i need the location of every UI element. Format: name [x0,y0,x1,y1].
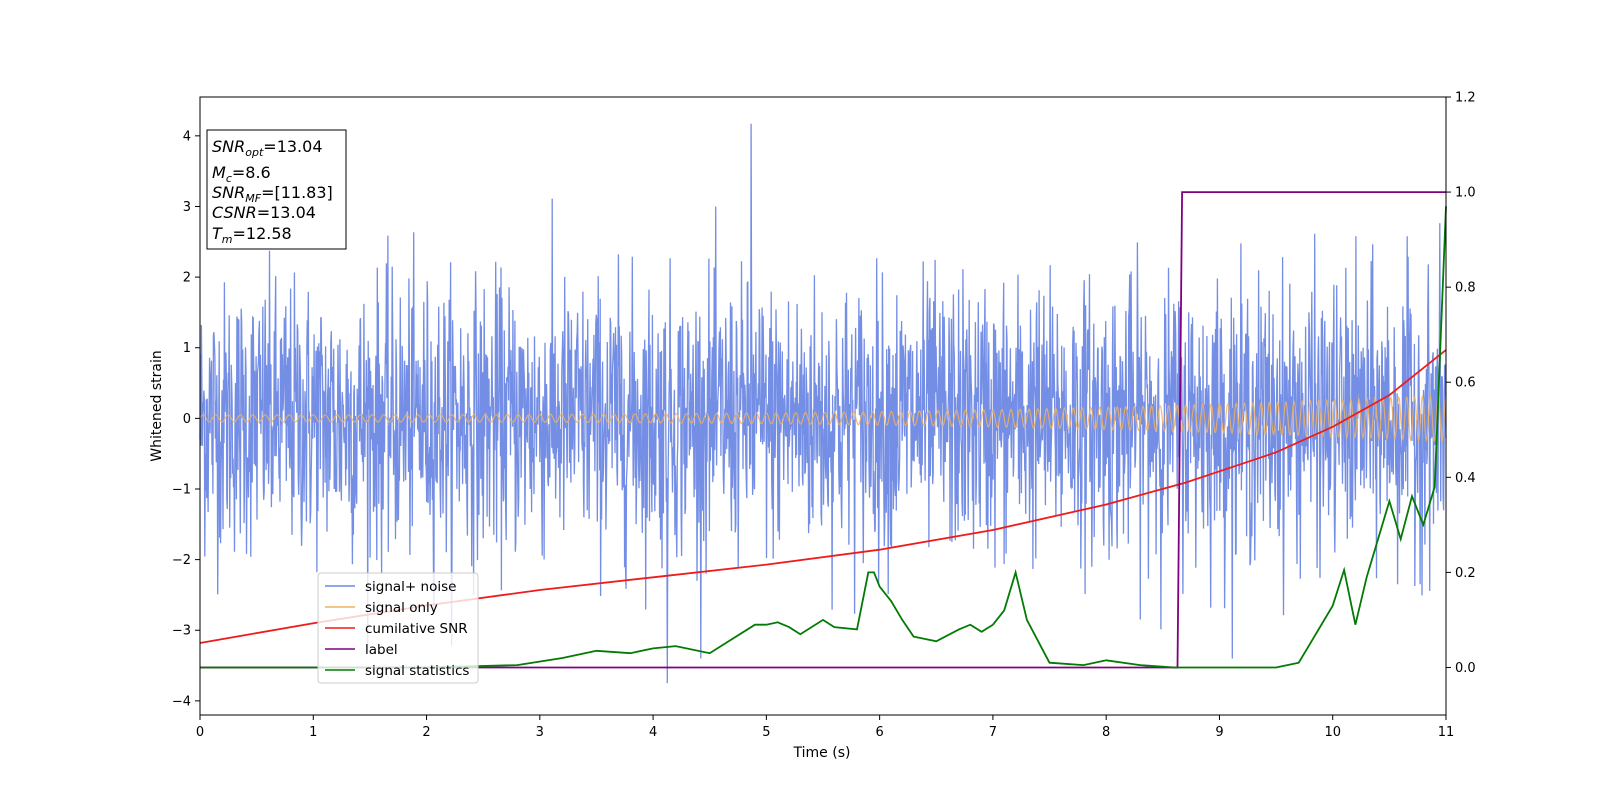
legend-label-signal: signal only [365,600,438,616]
legend-label-statistics: signal statistics [365,663,469,679]
y-tick-label: 2 [183,271,191,286]
info-box: SNRopt=13.04 Mc=8.6 SNRMF=[11.83] CSNR=1… [206,129,347,250]
tm-text: Tm=12.58 [212,224,292,246]
y-tick-label: −2 [172,553,191,568]
csnr-text: CSNR=13.04 [212,203,316,222]
x-tick-label: 8 [1102,725,1110,740]
x-tick-label: 2 [422,725,430,740]
series-line-signal-statistics [200,206,1447,669]
y2-tick-label: 0.8 [1455,281,1476,296]
mc-text: Mc=8.6 [212,163,271,185]
y-tick-label: −4 [172,694,191,709]
y2-tick-label: 0.4 [1455,471,1476,486]
y-tick-label: −3 [172,624,191,639]
y2-tick-label: 0.0 [1455,661,1476,676]
x-tick-label: 1 [309,725,317,740]
series-line-signal-only [199,393,1447,443]
y-tick-label: 0 [183,412,191,427]
x-tick-label: 9 [1215,725,1223,740]
y-tick-label: 1 [183,341,191,356]
legend-label-label: label [365,642,398,658]
legend-label-cumulative-snr: cumilative SNR [365,621,468,637]
x-axis: 0 1 2 3 4 5 6 7 8 9 10 11 [196,715,1454,740]
y2-tick-label: 0.2 [1455,566,1476,581]
series-line-label [200,191,1446,669]
info-box-frame [206,129,347,250]
y-axis-right: 0.0 0.2 0.4 0.6 0.8 1.0 1.2 [1446,91,1476,676]
legend-label-noise: signal+ noise [365,579,456,595]
snr-mf-text: SNRMF=[11.83] [212,183,333,205]
x-axis-label: Time (s) [793,745,851,761]
x-tick-label: 7 [989,725,997,740]
x-tick-label: 11 [1438,725,1455,740]
x-tick-label: 10 [1324,725,1341,740]
legend: signal+ noise signal only cumilative SNR… [317,572,479,684]
x-tick-label: 5 [762,725,770,740]
y-tick-label: −1 [172,482,191,497]
y-axis-label: Whitened strain [149,350,165,461]
y2-tick-label: 1.0 [1455,186,1476,201]
signal-only-series [199,393,1447,443]
y2-tick-label: 0.6 [1455,376,1476,391]
x-tick-label: 0 [196,725,204,740]
x-tick-label: 6 [875,725,883,740]
legend-frame [317,572,479,684]
y2-tick-label: 1.2 [1455,91,1476,106]
series-line-signal-noise [199,123,1447,684]
y-tick-label: 3 [183,200,191,215]
y-axis-left: −4 −3 −2 −1 0 1 2 3 4 [172,129,200,709]
snr-opt-text: SNRopt=13.04 [212,137,323,159]
x-tick-label: 3 [536,725,544,740]
y-tick-label: 4 [183,129,191,144]
plot-frame [199,96,1447,716]
x-tick-label: 4 [649,725,657,740]
signal-noise-series [199,123,1447,684]
